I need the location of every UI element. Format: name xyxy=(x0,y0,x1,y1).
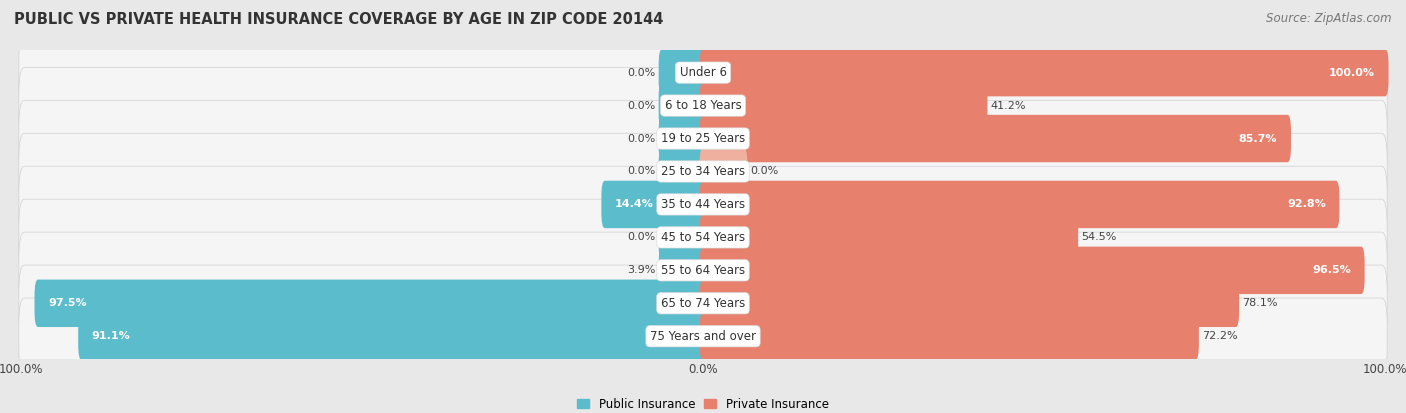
Text: 0.0%: 0.0% xyxy=(627,166,655,176)
FancyBboxPatch shape xyxy=(700,313,1199,360)
Text: 45 to 54 Years: 45 to 54 Years xyxy=(661,231,745,244)
FancyBboxPatch shape xyxy=(18,133,1388,210)
Text: 41.2%: 41.2% xyxy=(991,101,1026,111)
FancyBboxPatch shape xyxy=(658,115,706,162)
FancyBboxPatch shape xyxy=(18,265,1388,342)
Legend: Public Insurance, Private Insurance: Public Insurance, Private Insurance xyxy=(572,393,834,413)
FancyBboxPatch shape xyxy=(18,199,1388,275)
Text: 0.0%: 0.0% xyxy=(627,68,655,78)
Text: 19 to 25 Years: 19 to 25 Years xyxy=(661,132,745,145)
Text: 0.0%: 0.0% xyxy=(627,101,655,111)
FancyBboxPatch shape xyxy=(700,148,748,195)
Text: 0.0%: 0.0% xyxy=(627,233,655,242)
Text: 35 to 44 Years: 35 to 44 Years xyxy=(661,198,745,211)
FancyBboxPatch shape xyxy=(658,49,706,96)
FancyBboxPatch shape xyxy=(18,166,1388,243)
Text: 97.5%: 97.5% xyxy=(48,298,87,308)
FancyBboxPatch shape xyxy=(700,115,1291,162)
FancyBboxPatch shape xyxy=(18,100,1388,177)
FancyBboxPatch shape xyxy=(700,214,1078,261)
Text: 100.0%: 100.0% xyxy=(1329,68,1375,78)
FancyBboxPatch shape xyxy=(18,298,1388,375)
FancyBboxPatch shape xyxy=(700,82,987,129)
Text: 0.0%: 0.0% xyxy=(751,166,779,176)
FancyBboxPatch shape xyxy=(658,214,706,261)
Text: 85.7%: 85.7% xyxy=(1239,133,1277,144)
Text: 78.1%: 78.1% xyxy=(1243,298,1278,308)
Text: 75 Years and over: 75 Years and over xyxy=(650,330,756,343)
FancyBboxPatch shape xyxy=(602,181,706,228)
Text: 72.2%: 72.2% xyxy=(1202,331,1237,341)
FancyBboxPatch shape xyxy=(35,280,706,327)
FancyBboxPatch shape xyxy=(700,49,1389,96)
Text: 14.4%: 14.4% xyxy=(614,199,654,209)
Text: 54.5%: 54.5% xyxy=(1081,233,1116,242)
Text: Under 6: Under 6 xyxy=(679,66,727,79)
Text: 3.9%: 3.9% xyxy=(627,265,655,275)
Text: 6 to 18 Years: 6 to 18 Years xyxy=(665,99,741,112)
FancyBboxPatch shape xyxy=(658,82,706,129)
Text: 96.5%: 96.5% xyxy=(1312,265,1351,275)
Text: 92.8%: 92.8% xyxy=(1286,199,1326,209)
FancyBboxPatch shape xyxy=(18,232,1388,309)
Text: 91.1%: 91.1% xyxy=(91,331,131,341)
FancyBboxPatch shape xyxy=(700,280,1239,327)
Text: 0.0%: 0.0% xyxy=(627,133,655,144)
Text: 65 to 74 Years: 65 to 74 Years xyxy=(661,297,745,310)
FancyBboxPatch shape xyxy=(700,181,1340,228)
FancyBboxPatch shape xyxy=(18,34,1388,111)
Text: Source: ZipAtlas.com: Source: ZipAtlas.com xyxy=(1267,12,1392,25)
FancyBboxPatch shape xyxy=(658,148,706,195)
FancyBboxPatch shape xyxy=(700,247,1365,294)
FancyBboxPatch shape xyxy=(18,67,1388,144)
Text: PUBLIC VS PRIVATE HEALTH INSURANCE COVERAGE BY AGE IN ZIP CODE 20144: PUBLIC VS PRIVATE HEALTH INSURANCE COVER… xyxy=(14,12,664,27)
FancyBboxPatch shape xyxy=(79,313,706,360)
Text: 55 to 64 Years: 55 to 64 Years xyxy=(661,264,745,277)
Text: 25 to 34 Years: 25 to 34 Years xyxy=(661,165,745,178)
FancyBboxPatch shape xyxy=(658,247,706,294)
